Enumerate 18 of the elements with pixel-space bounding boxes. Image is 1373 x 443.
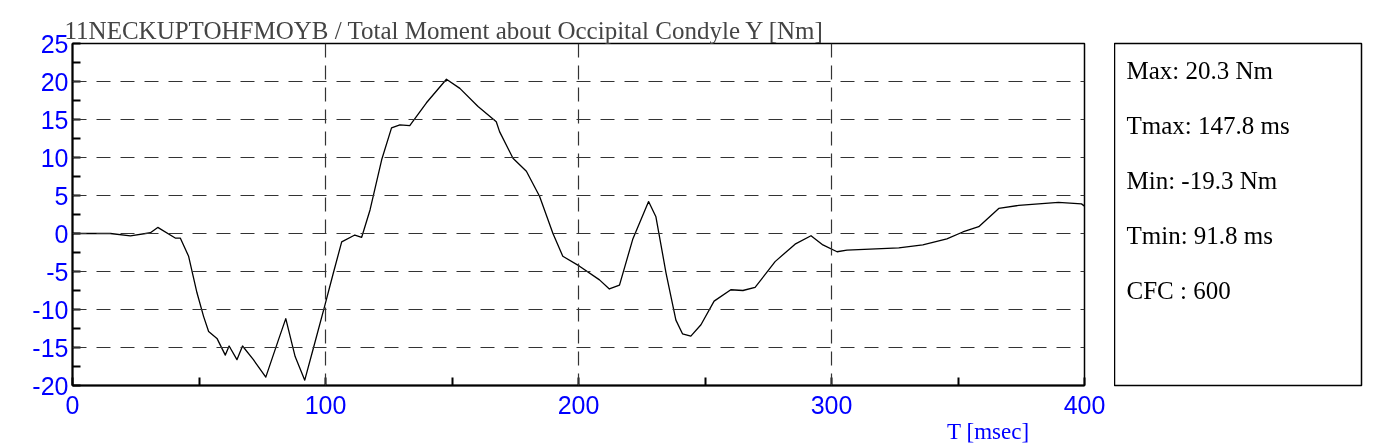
x-tick-label: 200: [557, 390, 600, 419]
y-tick-label: 0: [54, 219, 69, 248]
x-tick-label: 100: [304, 390, 347, 419]
text: CFC : 600: [1126, 277, 1231, 304]
y-tick-label: -15: [32, 333, 69, 362]
y-tick-label: 10: [40, 143, 69, 172]
y-tick-label: -5: [46, 257, 69, 286]
x-axis-title: T [msec]: [947, 418, 1030, 443]
text: Max: 20.3 Nm: [1126, 57, 1274, 84]
x-tick-label: 400: [1063, 390, 1106, 419]
x-tick-label: 300: [810, 390, 853, 419]
y-tick-label: 20: [40, 67, 69, 96]
text: Tmax: 147.8 ms: [1126, 112, 1290, 139]
text: Tmin: 91.8 ms: [1126, 222, 1274, 249]
y-tick-label: -10: [32, 295, 69, 324]
y-tick-label: 5: [54, 181, 69, 210]
text: Min: -19.3 Nm: [1126, 167, 1278, 194]
y-tick-label: 15: [40, 105, 69, 134]
